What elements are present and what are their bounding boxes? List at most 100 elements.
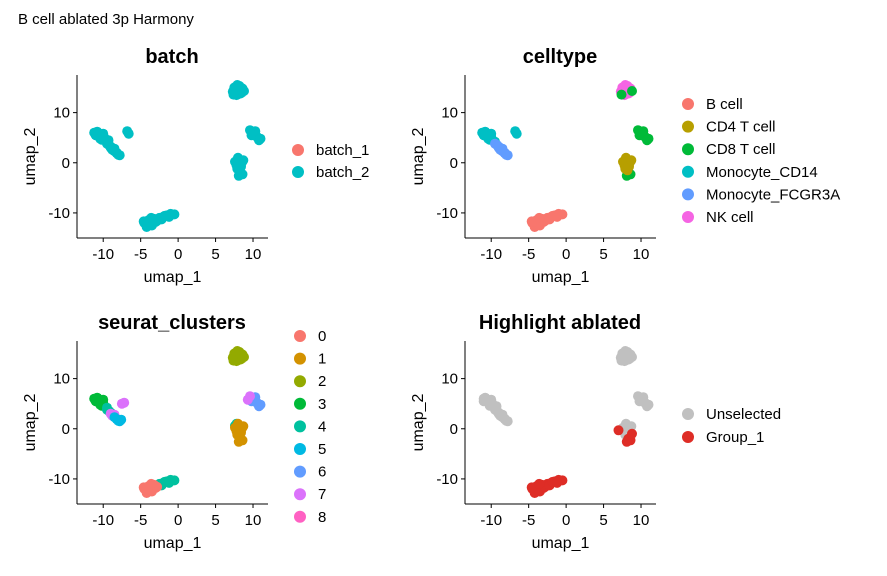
x-tick-label: 0 (562, 512, 570, 529)
legend-label: 8 (318, 509, 326, 526)
point-b-cell (526, 216, 537, 227)
legend-batch: batch_1 batch_2 (292, 142, 369, 181)
point-group-1 (627, 428, 637, 439)
point-monocyte-cd14 (478, 130, 489, 141)
points-celltype (477, 80, 654, 232)
points-seurat-clusters (89, 346, 266, 498)
point-cd4-t-cell (626, 155, 637, 166)
point-cd8-t-cell (627, 86, 637, 96)
point-batch-2 (245, 125, 255, 136)
panel-title: celltype (523, 46, 597, 68)
point-batch-2 (164, 211, 175, 222)
legend-key (294, 375, 306, 388)
legend-key (292, 144, 304, 156)
panel-batch: batch -10 -5 0 5 10 -10 0 10 umap_1 umap_2 batch_1b… (22, 46, 369, 286)
legend-label: 2 (318, 373, 326, 390)
x-tick-label: -10 (92, 246, 114, 263)
y-tick-label: 10 (53, 371, 70, 388)
legend-item: 3 (294, 396, 326, 413)
point-batch-2 (146, 212, 157, 223)
point-unselected (491, 401, 502, 412)
legend-key (682, 408, 694, 420)
point-batch-2 (138, 216, 149, 227)
x-axis-title: umap_1 (144, 269, 202, 286)
legend-celltype: B cell CD4 T cell CD8 T cell Monocyte_CD14 M… (682, 96, 840, 226)
point-group-1 (552, 477, 563, 488)
legend-label: batch_1 (316, 142, 369, 159)
point-unselected (643, 399, 654, 410)
points-batch (89, 80, 266, 232)
point-batch-2 (108, 145, 119, 156)
legend-item: 8 (294, 509, 326, 526)
legend-label: 0 (318, 328, 326, 345)
point-nk-cell (620, 80, 631, 90)
legend-item: CD8 T cell (682, 141, 775, 158)
point-unselected (620, 346, 631, 356)
point-unselected (633, 391, 643, 402)
legend-seurat-clusters: 0 1 2 3 4 5 6 7 8 (294, 328, 326, 526)
figure-title: B cell ablated 3p Harmony (18, 11, 194, 28)
point-group-1 (621, 436, 632, 447)
panel-highlight-ablated: Highlight ablated -10 -5 0 5 10 -10 0 10 umap_1 um… (410, 312, 781, 552)
point-1 (238, 421, 249, 432)
legend-key (294, 397, 306, 410)
y-tick-label: -10 (436, 205, 458, 222)
x-tick-label: -10 (92, 512, 114, 529)
point-batch-2 (95, 133, 106, 144)
point-5 (116, 414, 127, 425)
x-tick-label: -10 (480, 512, 502, 529)
legend-label: 7 (318, 486, 326, 503)
legend-key (682, 165, 694, 178)
legend-item: batch_2 (292, 164, 369, 181)
x-tick-label: 5 (599, 246, 607, 263)
y-tick-label: -10 (48, 471, 70, 488)
x-axis-title: umap_1 (532, 269, 590, 286)
x-tick-label: 0 (562, 246, 570, 263)
legend-highlight-ablated: Unselected Group_1 (682, 406, 781, 446)
legend-key (294, 488, 306, 501)
y-tick-label: -10 (48, 205, 70, 222)
x-tick-label: -5 (134, 246, 147, 263)
point-batch-2 (239, 86, 249, 96)
y-axis-title: umap_2 (410, 127, 427, 185)
legend-label: 3 (318, 396, 326, 413)
legend-item: 6 (294, 464, 326, 481)
y-tick-label: -10 (436, 471, 458, 488)
legend-label: batch_2 (316, 164, 369, 181)
x-tick-label: 0 (174, 246, 182, 263)
x-axis-title: umap_1 (532, 535, 590, 552)
legend-key (682, 98, 694, 110)
y-tick-label: 0 (62, 421, 70, 438)
legend-item: NK cell (682, 209, 754, 226)
legend-label: B cell (706, 96, 743, 113)
legend-item: 4 (294, 418, 326, 435)
legend-label: 6 (318, 464, 326, 481)
point-monocyte-cd14 (511, 128, 522, 139)
legend-item: CD4 T cell (682, 119, 775, 136)
panel-title: seurat_clusters (98, 312, 246, 334)
point-group-1 (613, 425, 624, 436)
legend-label: Unselected (706, 406, 781, 423)
point-batch-2 (238, 155, 249, 166)
legend-item: B cell (682, 96, 743, 113)
point-batch-2 (233, 170, 244, 181)
legend-key (294, 420, 306, 433)
point-2 (232, 346, 243, 356)
x-tick-label: -10 (480, 246, 502, 263)
legend-label: 1 (318, 351, 326, 368)
point-monocyte-fcgr3a (496, 145, 507, 156)
legend-label: CD8 T cell (706, 141, 775, 158)
y-axis-title: umap_2 (22, 393, 39, 451)
point-unselected (626, 421, 637, 432)
point-unselected (496, 411, 507, 422)
x-tick-label: 10 (633, 246, 650, 263)
y-tick-label: 0 (450, 155, 458, 172)
legend-label: Group_1 (706, 429, 764, 446)
x-tick-label: 5 (599, 512, 607, 529)
legend-key (294, 330, 306, 342)
legend-item: 5 (294, 441, 326, 458)
x-tick-label: -5 (134, 512, 147, 529)
point-4 (164, 477, 175, 488)
point-2 (239, 352, 249, 362)
